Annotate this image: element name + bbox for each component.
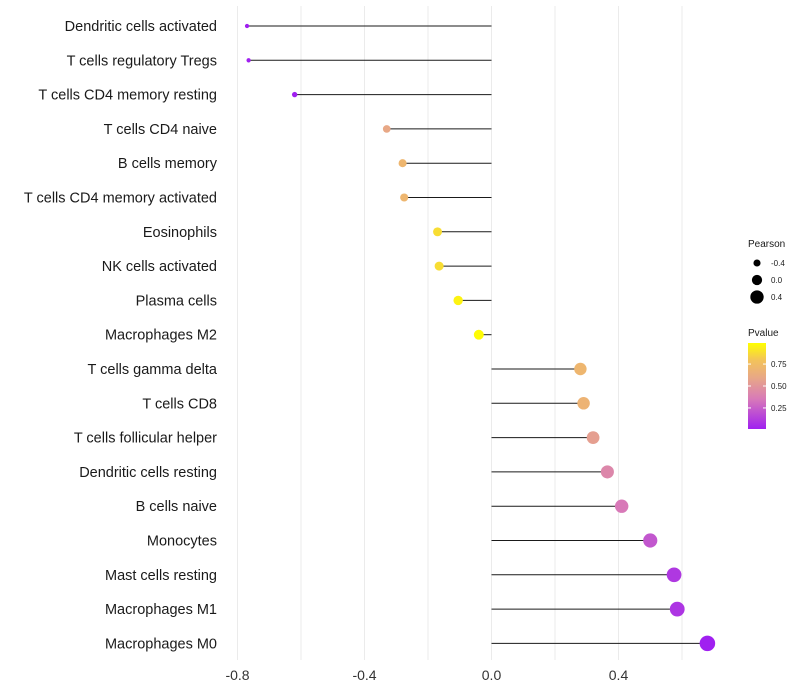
color-legend-label: 0.75 bbox=[771, 360, 787, 369]
point bbox=[453, 295, 463, 306]
point bbox=[400, 193, 409, 202]
point bbox=[433, 227, 442, 237]
category-label: B cells memory bbox=[118, 156, 218, 172]
color-legend-ticks: 0.75 0.50 0.25 bbox=[748, 360, 787, 413]
category-label: T cells CD4 naive bbox=[104, 122, 217, 138]
category-label: T cells CD4 memory activated bbox=[24, 191, 217, 207]
color-legend-title: Pvalue bbox=[748, 328, 779, 339]
category-label: T cells CD4 memory resting bbox=[38, 88, 217, 104]
stems bbox=[247, 25, 708, 644]
category-label: NK cells activated bbox=[102, 259, 217, 275]
point bbox=[246, 58, 251, 63]
point bbox=[643, 533, 658, 548]
size-legend-label: 0.0 bbox=[771, 276, 783, 285]
x-axis-ticks: -0.8 -0.4 0.0 0.4 bbox=[225, 667, 628, 683]
size-legend-key bbox=[751, 274, 763, 286]
point bbox=[434, 261, 444, 271]
size-legend-label: -0.4 bbox=[771, 259, 785, 268]
category-label: T cells regulatory Tregs bbox=[67, 53, 217, 69]
size-legend-key bbox=[753, 259, 761, 267]
category-label: Dendritic cells resting bbox=[79, 465, 217, 481]
category-label: Macrophages M0 bbox=[105, 636, 217, 652]
category-label: Macrophages M1 bbox=[105, 602, 217, 618]
point bbox=[291, 91, 298, 98]
color-legend-label: 0.25 bbox=[771, 404, 787, 413]
x-tick-label: -0.4 bbox=[352, 667, 376, 683]
point bbox=[382, 125, 391, 133]
category-label: T cells gamma delta bbox=[88, 362, 218, 378]
x-tick-label: -0.8 bbox=[225, 667, 249, 683]
category-label: Eosinophils bbox=[143, 225, 217, 241]
category-label: T cells follicular helper bbox=[74, 431, 217, 447]
grid-lines bbox=[237, 6, 683, 660]
point bbox=[586, 431, 600, 444]
category-label: Macrophages M2 bbox=[105, 328, 217, 344]
size-legend-key bbox=[750, 290, 764, 304]
x-tick-label: 0.0 bbox=[482, 667, 502, 683]
point bbox=[666, 567, 682, 583]
color-legend-bar bbox=[748, 343, 766, 429]
x-tick-label: 0.4 bbox=[609, 667, 629, 683]
legend: Pearson -0.4 0.0 0.4 Pvalue 0.75 0.50 0.25 bbox=[748, 239, 787, 429]
category-labels: Dendritic cells activated T cells regulat… bbox=[24, 19, 218, 652]
point bbox=[473, 329, 484, 340]
category-label: Plasma cells bbox=[136, 293, 217, 309]
category-label: Mast cells resting bbox=[105, 568, 217, 584]
point bbox=[699, 635, 716, 652]
point bbox=[669, 601, 685, 617]
size-legend: -0.4 0.0 0.4 bbox=[750, 259, 785, 304]
category-label: B cells naive bbox=[136, 499, 217, 515]
color-legend-label: 0.50 bbox=[771, 382, 787, 391]
category-label: T cells CD8 bbox=[142, 396, 217, 412]
size-legend-label: 0.4 bbox=[771, 293, 783, 302]
data-points bbox=[244, 23, 716, 652]
point bbox=[574, 362, 587, 376]
point bbox=[398, 159, 407, 168]
category-label: Monocytes bbox=[147, 534, 217, 550]
point bbox=[577, 397, 590, 410]
point bbox=[600, 465, 614, 479]
size-legend-title: Pearson bbox=[748, 239, 785, 250]
point bbox=[244, 23, 250, 29]
point bbox=[614, 499, 629, 513]
category-label: Dendritic cells activated bbox=[65, 19, 217, 35]
